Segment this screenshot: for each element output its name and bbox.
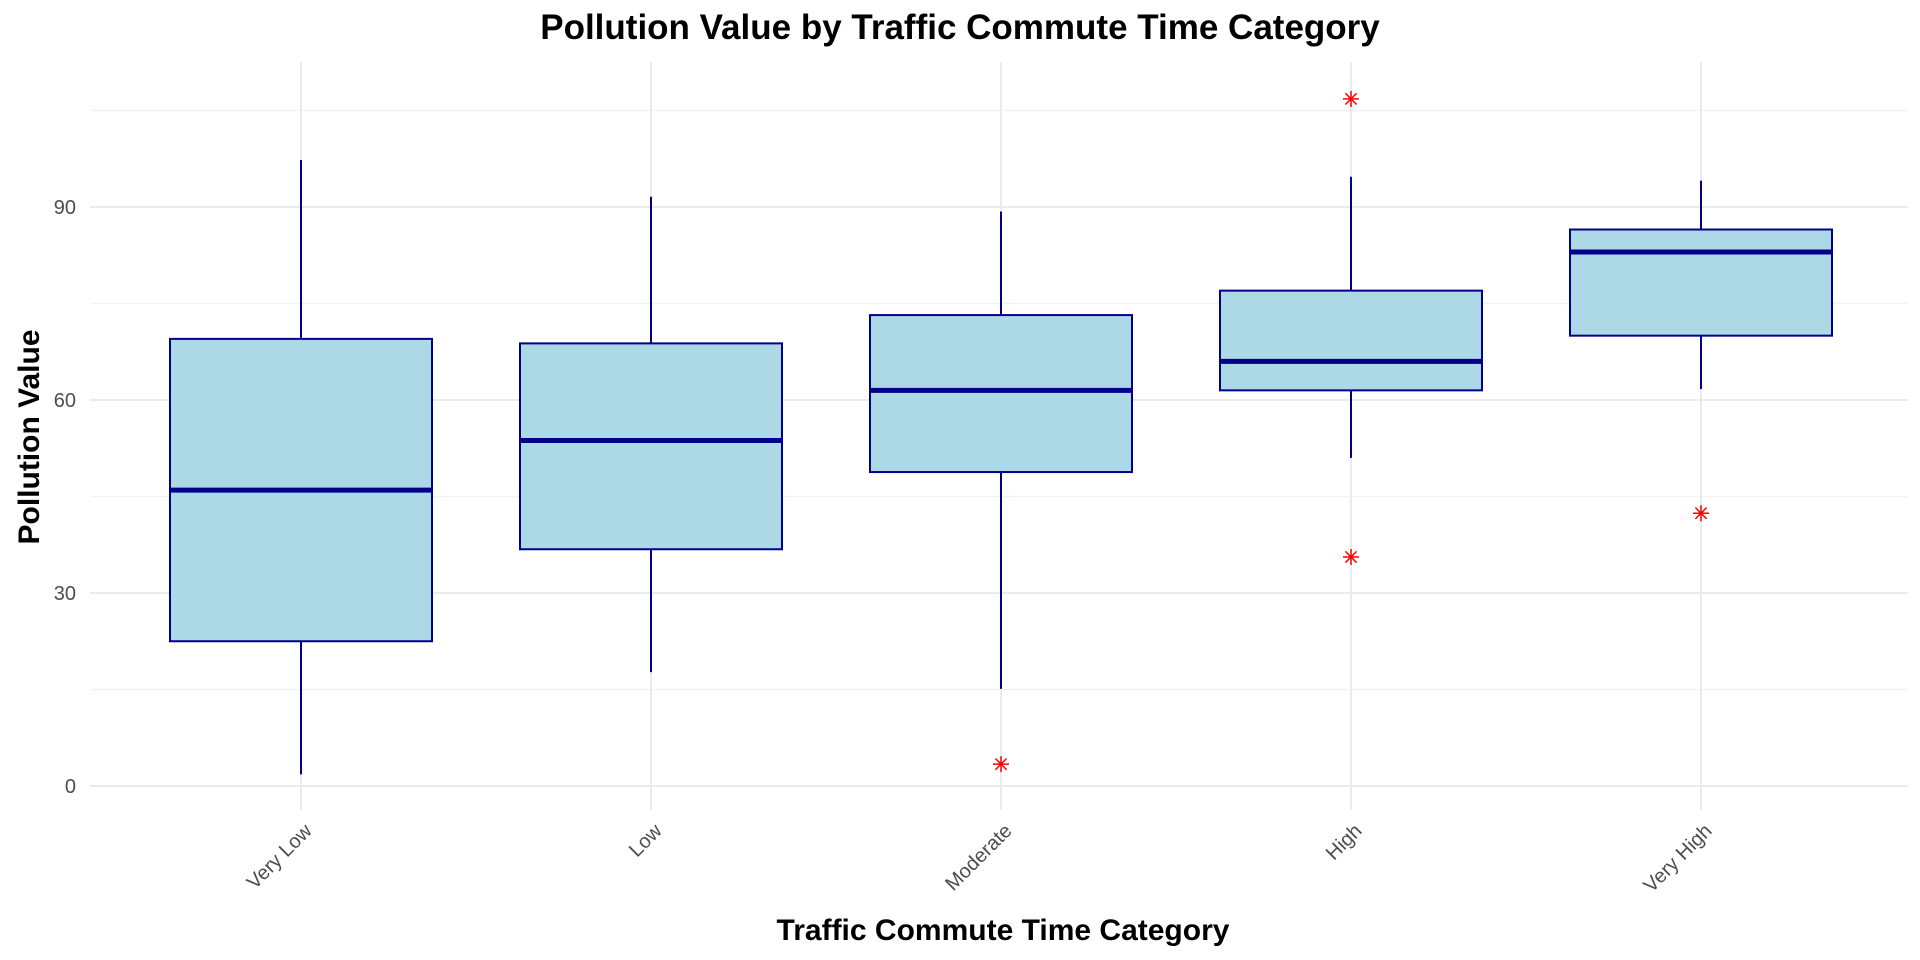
box-layer xyxy=(169,90,1833,775)
outlier-point xyxy=(1693,505,1709,522)
y-tick-label: 60 xyxy=(54,390,76,412)
y-tick-label: 30 xyxy=(54,583,76,605)
chart-title: Pollution Value by Traffic Commute Time … xyxy=(540,8,1380,47)
box-group xyxy=(1569,180,1833,522)
y-axis-title: Pollution Value xyxy=(13,329,46,544)
iqr-box xyxy=(519,342,783,551)
x-tick-label: Moderate xyxy=(941,820,1016,895)
outlier-point xyxy=(1343,90,1359,107)
iqr-box xyxy=(869,314,1133,474)
iqr-box xyxy=(1569,228,1833,337)
x-tick-label: Low xyxy=(625,820,667,862)
outlier-point xyxy=(993,756,1009,773)
x-tick-label: High xyxy=(1322,820,1367,865)
x-tick-label: Very High xyxy=(1640,820,1717,897)
box-group xyxy=(169,160,433,775)
box-group xyxy=(519,196,783,673)
outlier-point xyxy=(1343,548,1359,565)
y-tick-label: 90 xyxy=(54,197,76,219)
x-tick-label: Very Low xyxy=(243,820,317,894)
x-tick-layer: Very Low Low Moderate High Very High xyxy=(243,820,1717,897)
box-group xyxy=(869,211,1133,773)
iqr-box xyxy=(1219,289,1483,392)
y-tick-layer: 0 30 60 90 xyxy=(54,197,76,798)
x-axis-title: Traffic Commute Time Category xyxy=(777,914,1230,947)
y-tick-label: 0 xyxy=(65,776,76,798)
box-group xyxy=(1219,90,1483,565)
